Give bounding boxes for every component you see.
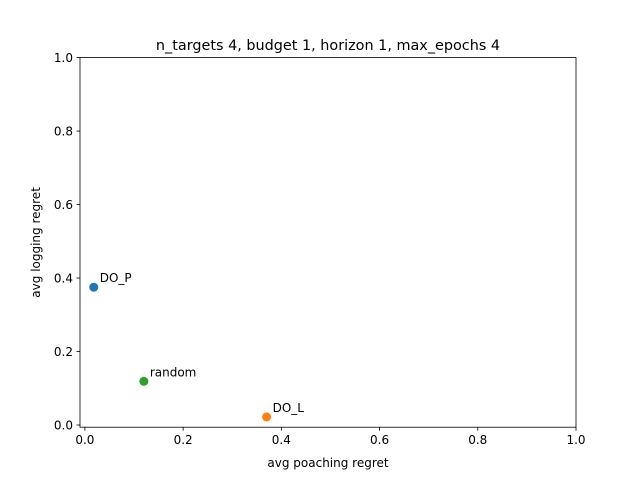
- data-point: [89, 282, 99, 292]
- x-tick-label: 0.4: [272, 433, 291, 447]
- data-point: [139, 376, 149, 386]
- y-tick-label: 1.0: [54, 51, 73, 65]
- data-point: [262, 412, 272, 422]
- y-tick-label: 0.8: [54, 124, 73, 138]
- x-axis-label: avg poaching regret: [267, 456, 388, 470]
- tick-layer: 0.0 0.2 0.4 0.6 0.8 1.0 0.0 0.2 0.4 0.6 0.8 1.0: [54, 51, 586, 447]
- y-tick-label: 0.6: [54, 198, 73, 212]
- data-point-label: random: [150, 365, 197, 379]
- y-axis-label: avg logging regret: [29, 187, 43, 298]
- x-tick-label: 0.6: [370, 433, 389, 447]
- x-tick-label: 1.0: [566, 433, 585, 447]
- chart-title: n_targets 4, budget 1, horizon 1, max_ep…: [156, 38, 500, 54]
- y-tick-label: 0.2: [54, 345, 73, 359]
- x-tick-label: 0.0: [75, 433, 94, 447]
- y-tick-label: 0.4: [54, 271, 73, 285]
- plot-area-frame: [79, 57, 577, 428]
- x-tick-label: 0.2: [174, 433, 193, 447]
- data-point-label: DO_L: [273, 401, 305, 415]
- y-tick-label: 0.0: [54, 418, 73, 432]
- points-layer: DO_P DO_L random: [89, 271, 305, 422]
- x-tick-label: 0.8: [468, 433, 487, 447]
- data-point-label: DO_P: [100, 271, 132, 285]
